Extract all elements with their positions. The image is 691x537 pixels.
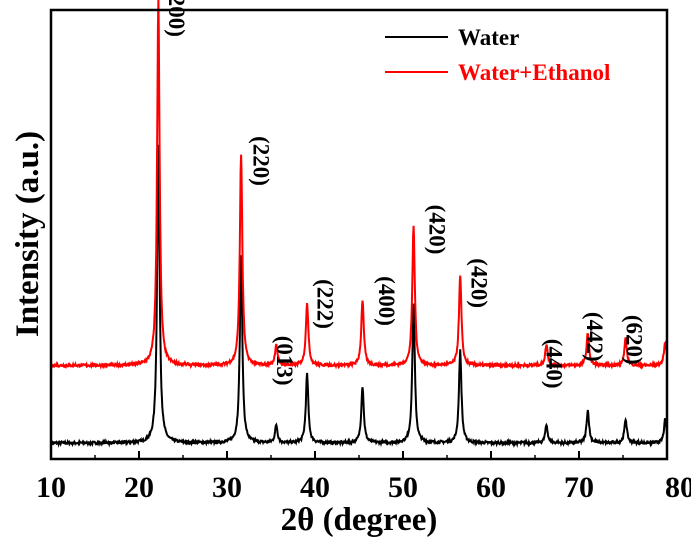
peak-label: (420): [424, 205, 449, 255]
x-tick-label: 40: [300, 471, 330, 504]
legend: Water Water+Ethanol: [385, 25, 610, 85]
peak-label: (013): [272, 336, 297, 386]
peak-label: (442): [582, 312, 607, 362]
peak-label: (200): [164, 0, 189, 37]
peak-annotations: (200) (220) (013) (222) (400) (420) (420) (440)…: [164, 0, 647, 389]
peak-label: (220): [248, 136, 273, 186]
series-layer: [50, 0, 668, 449]
x-tick-label: 30: [212, 471, 242, 504]
x-tick-label: 60: [476, 471, 506, 504]
x-axis: 10 20 30 40 50 60 70 80: [36, 451, 691, 504]
x-tick-label: 50: [388, 471, 418, 504]
x-tick-label: 20: [124, 471, 154, 504]
legend-label-water: Water: [458, 25, 519, 50]
peak-label: (440): [541, 339, 566, 389]
series-line-water-ethanol: [50, 0, 668, 371]
series-line-water: [50, 144, 668, 449]
peak-label: (400): [374, 276, 399, 326]
x-tick-label: 10: [36, 471, 66, 504]
x-tick-label: 80: [665, 471, 691, 504]
y-axis-title: Intensity (a.u.): [10, 131, 46, 337]
peak-label: (420): [467, 258, 492, 308]
peak-label: (620): [622, 315, 647, 365]
legend-label-water-ethanol: Water+Ethanol: [458, 60, 610, 85]
x-tick-label: 70: [564, 471, 594, 504]
x-axis-title: 2θ (degree): [281, 502, 438, 537]
peak-label: (222): [313, 279, 338, 329]
